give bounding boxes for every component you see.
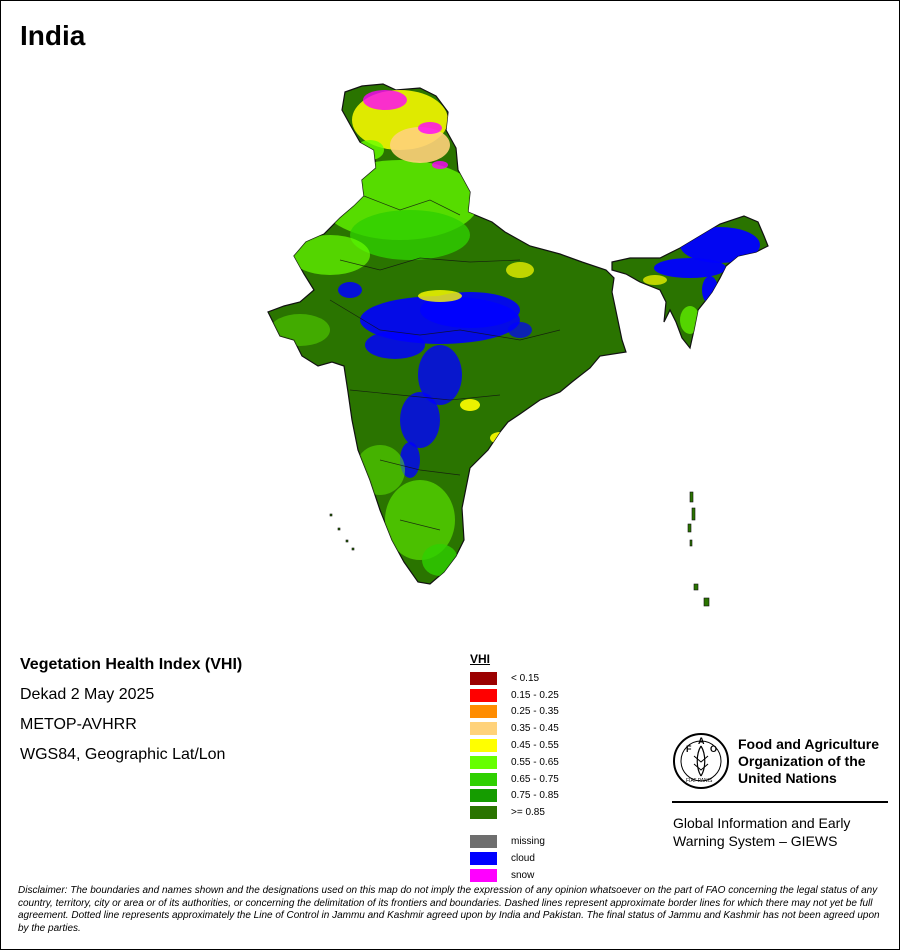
fao-logo-o: O <box>710 744 717 754</box>
vhi-legend: VHI < 0.15 0.15 - 0.25 0.25 - 0.35 0.35 - 0… <box>470 652 620 884</box>
legend-item: >= 0.85 <box>470 804 620 821</box>
legend-label: 0.65 - 0.75 <box>511 773 559 785</box>
legend-swatch <box>470 789 497 803</box>
legend-swatch <box>470 806 497 820</box>
legend-label: snow <box>511 869 535 881</box>
legend-swatch <box>470 868 497 882</box>
legend-swatch <box>470 671 497 685</box>
program-name: Global Information and Early Warning Sys… <box>673 814 893 850</box>
map-title: India <box>20 20 86 51</box>
organization-name-line: Food and Agriculture <box>738 736 880 752</box>
fao-logo-icon: F A O FIAT PANIS <box>673 733 729 789</box>
legend-label: 0.45 - 0.55 <box>511 740 559 752</box>
legend-swatch <box>470 739 497 753</box>
legend-item: 0.35 - 0.45 <box>470 720 620 737</box>
legend-label: cloud <box>511 852 535 864</box>
legend-label: missing <box>511 836 545 848</box>
disclaimer: Disclaimer: The boundaries and names sho… <box>18 885 880 934</box>
legend-item: 0.15 - 0.25 <box>470 687 620 704</box>
program-name-line: Global Information and Early <box>673 815 851 831</box>
legend-item: cloud <box>470 850 620 867</box>
legend-label: 0.15 - 0.25 <box>511 689 559 701</box>
legend-swatch <box>470 851 497 865</box>
product-projection: WGS84, Geographic Lat/Lon <box>20 746 226 763</box>
legend-item: 0.75 - 0.85 <box>470 788 620 805</box>
product-sensor: METOP-AVHRR <box>20 716 137 733</box>
legend-title: VHI <box>470 652 491 666</box>
legend-swatch <box>470 722 497 736</box>
legend-item: missing <box>470 833 620 850</box>
organization-name-line: United Nations <box>738 770 837 786</box>
divider <box>672 801 888 803</box>
legend-swatch <box>470 755 497 769</box>
legend-item: snow <box>470 867 620 884</box>
organization-name: Food and Agriculture Organization of the… <box>738 736 898 787</box>
legend-item: 0.55 - 0.65 <box>470 754 620 771</box>
legend-label: >= 0.85 <box>511 807 545 819</box>
fao-logo-a: A <box>698 736 705 746</box>
fao-logo-motto: FIAT PANIS <box>686 778 713 784</box>
program-name-line: Warning System – GIEWS <box>673 833 838 849</box>
legend-item: 0.45 - 0.55 <box>470 737 620 754</box>
legend-swatch <box>470 688 497 702</box>
vhi-map <box>267 83 769 607</box>
legend-classes: < 0.15 0.15 - 0.25 0.25 - 0.35 0.35 - 0.45 0… <box>470 670 620 821</box>
legend-item: 0.65 - 0.75 <box>470 771 620 788</box>
legend-gap <box>470 821 620 833</box>
legend-label: < 0.15 <box>511 672 540 684</box>
legend-extras: missing cloud snow <box>470 833 620 883</box>
fao-logo-f: F <box>686 744 692 754</box>
legend-label: 0.55 - 0.65 <box>511 756 559 768</box>
product-period: Dekad 2 May 2025 <box>20 686 155 703</box>
legend-label: 0.25 - 0.35 <box>511 706 559 718</box>
legend-label: 0.75 - 0.85 <box>511 790 559 802</box>
legend-label: 0.35 - 0.45 <box>511 723 559 735</box>
legend-item: 0.25 - 0.35 <box>470 704 620 721</box>
legend-swatch <box>470 835 497 849</box>
product-name: Vegetation Health Index (VHI) <box>20 656 243 673</box>
legend-swatch <box>470 705 497 719</box>
organization-name-line: Organization of the <box>738 753 866 769</box>
legend-item: < 0.15 <box>470 670 620 687</box>
product-info: Vegetation Health Index (VHI) Dekad 2 Ma… <box>20 656 242 776</box>
legend-swatch <box>470 772 497 786</box>
